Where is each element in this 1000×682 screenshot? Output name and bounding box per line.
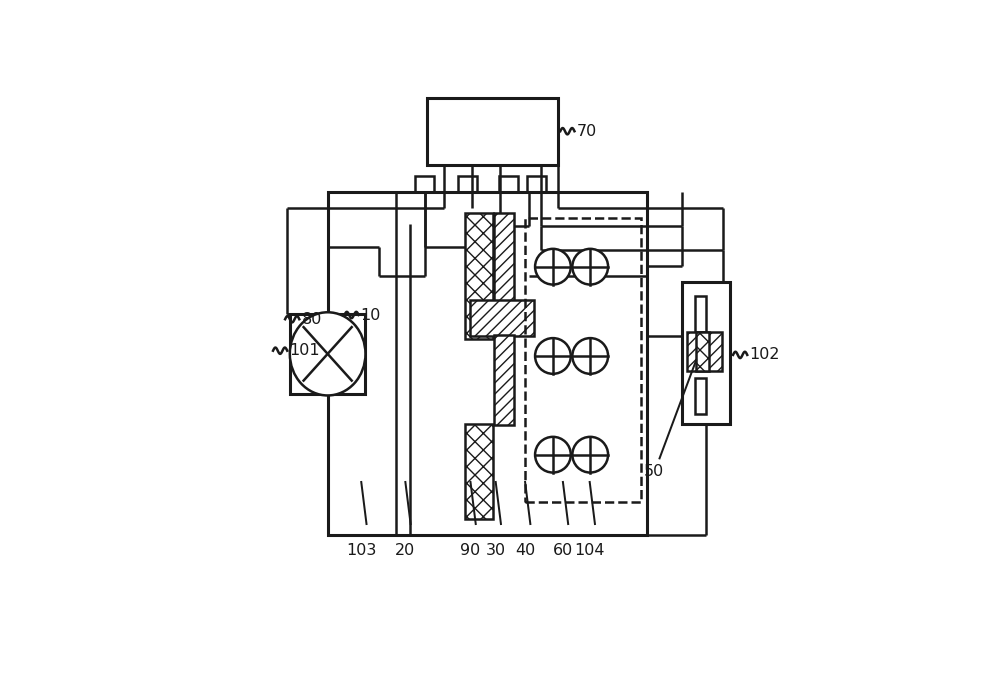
Bar	[696, 332, 709, 371]
Text: 20: 20	[395, 543, 415, 558]
Circle shape	[535, 437, 571, 473]
Bar	[465, 213, 493, 339]
Circle shape	[572, 249, 608, 284]
Bar	[525, 218, 641, 502]
Bar	[290, 314, 365, 394]
Bar	[695, 296, 706, 332]
Bar	[682, 282, 730, 424]
Bar	[527, 177, 546, 192]
Bar	[458, 177, 477, 192]
Text: 40: 40	[515, 543, 535, 558]
Text: 104: 104	[574, 543, 605, 558]
Bar	[465, 424, 493, 519]
Circle shape	[535, 249, 571, 284]
Text: 50: 50	[644, 464, 664, 479]
Bar	[494, 335, 514, 426]
Circle shape	[572, 437, 608, 473]
Bar	[427, 98, 558, 165]
Text: 101: 101	[289, 343, 320, 358]
Text: 90: 90	[460, 543, 481, 558]
Text: 80: 80	[301, 312, 322, 327]
Bar	[499, 177, 518, 192]
Bar	[470, 300, 534, 336]
Text: 102: 102	[749, 347, 780, 362]
Text: 60: 60	[553, 543, 573, 558]
Bar	[687, 332, 722, 371]
Bar	[494, 213, 514, 308]
Text: 30: 30	[486, 543, 506, 558]
Bar	[415, 177, 434, 192]
Bar	[695, 378, 706, 414]
Text: 10: 10	[361, 308, 381, 323]
Circle shape	[572, 338, 608, 374]
Bar	[328, 192, 647, 535]
Text: 103: 103	[346, 543, 376, 558]
Text: 70: 70	[577, 123, 597, 138]
Ellipse shape	[290, 312, 365, 396]
Circle shape	[535, 338, 571, 374]
